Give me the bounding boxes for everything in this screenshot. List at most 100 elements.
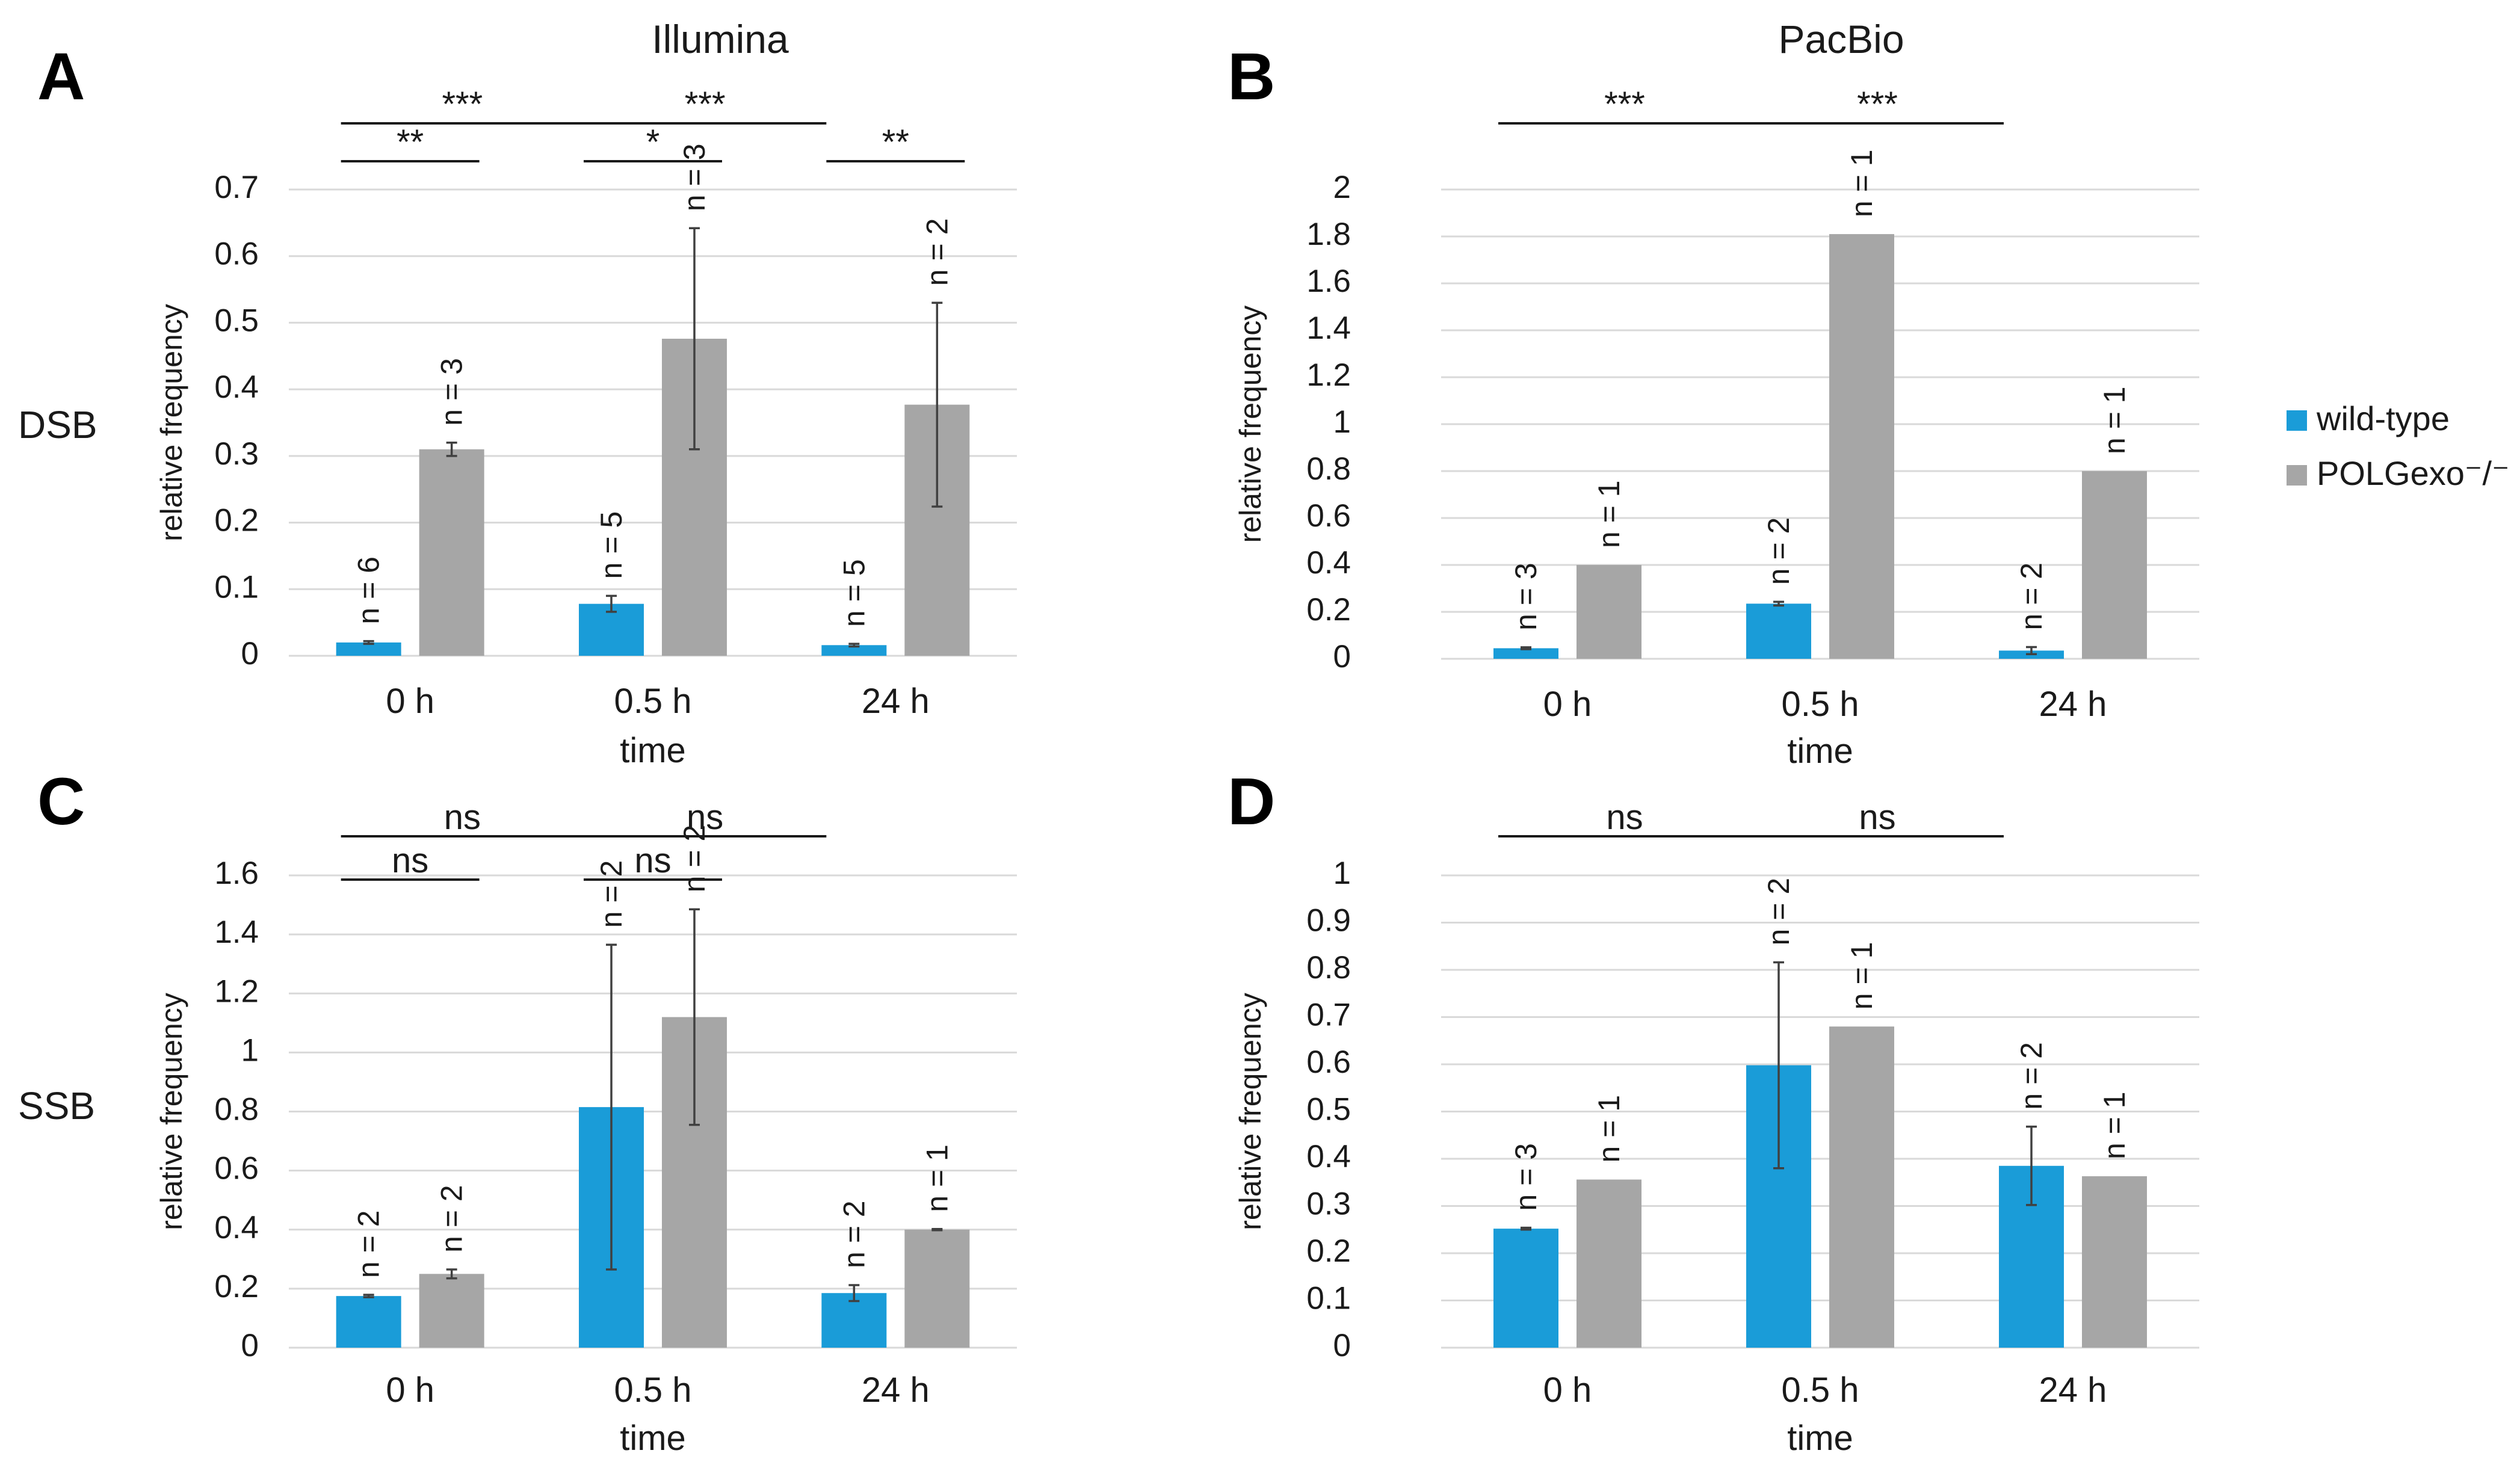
legend-swatch-polgexo xyxy=(2287,465,2307,486)
x-tick-label: 0.5 h xyxy=(1782,1371,1859,1410)
y-tick-label: 0.2 xyxy=(1306,592,1351,628)
significance-label: *** xyxy=(685,85,726,124)
y-tick-label: 0.2 xyxy=(214,1269,259,1304)
significance-label: ** xyxy=(882,123,909,162)
n-label-polgexo: n = 1 xyxy=(1845,149,1879,217)
n-label-polgexo: n = 1 xyxy=(2098,386,2131,454)
y-tick-label: 1.4 xyxy=(214,914,259,950)
y-tick-label: 0.8 xyxy=(214,1092,259,1127)
bar-polgexo xyxy=(904,1229,970,1348)
y-tick-label: 1.2 xyxy=(1306,357,1351,393)
n-label-wild-type: n = 2 xyxy=(352,1211,386,1278)
y-tick-label: 0 xyxy=(241,1328,259,1363)
panel-letter-a: A xyxy=(37,40,85,114)
y-tick-label: 0.3 xyxy=(1306,1186,1351,1222)
y-tick-label: 0.7 xyxy=(1306,998,1351,1033)
y-tick-label: 0.5 xyxy=(214,303,259,338)
bar-wild-type xyxy=(336,1296,401,1348)
bar-polgexo xyxy=(419,1274,484,1348)
chart-panel-b: 0 0.2 0.4 0.6 0.8 1 1.2 1.4 1.6 1.8 2 n = 3 n = 2 n =… xyxy=(1234,85,2199,771)
legend-label-wild-type: wild-type xyxy=(2316,399,2450,437)
column-title-illumina: Illumina xyxy=(652,17,789,61)
y-tick-label: 1.2 xyxy=(214,973,259,1009)
n-label-polgexo: n = 1 xyxy=(920,1144,954,1212)
n-label-polgexo: n = 1 xyxy=(1592,1095,1626,1163)
y-axis-label: relative frequency xyxy=(155,993,188,1230)
legend: wild-type POLGexo⁻/⁻ xyxy=(2287,399,2510,492)
y-tick-label: 0.1 xyxy=(214,569,259,605)
x-tick-label: 24 h xyxy=(2039,685,2107,724)
x-tick-label: 0 h xyxy=(386,682,434,721)
column-title-pacbio: PacBio xyxy=(1778,17,1904,61)
row-label-ssb: SSB xyxy=(18,1084,95,1127)
n-label-polgexo: n = 1 xyxy=(1592,480,1626,548)
significance-label: ns xyxy=(1606,798,1643,837)
significance-label: *** xyxy=(1857,85,1898,124)
y-tick-label: 0.1 xyxy=(1306,1281,1351,1316)
y-tick-label: 0.4 xyxy=(1306,545,1351,581)
x-axis-label: time xyxy=(620,1419,686,1458)
significance-label: *** xyxy=(1604,85,1645,124)
panel-letter-b: B xyxy=(1228,40,1275,114)
x-tick-label: 0 h xyxy=(1543,1371,1592,1410)
significance-label: *** xyxy=(442,85,483,124)
panel-letter-d: D xyxy=(1228,765,1275,839)
significance-label: ns xyxy=(1859,798,1895,837)
row-label-dsb: DSB xyxy=(18,403,97,446)
panel-letter-c: C xyxy=(37,765,85,839)
significance-label: ns xyxy=(687,798,723,837)
y-tick-label: 1.8 xyxy=(1306,217,1351,252)
n-label-wild-type: n = 3 xyxy=(1509,563,1543,631)
y-tick-label: 0.5 xyxy=(1306,1092,1351,1127)
n-label-wild-type: n = 5 xyxy=(837,559,871,627)
x-tick-label: 0 h xyxy=(386,1371,434,1410)
y-tick-label: 1.6 xyxy=(1306,264,1351,299)
bar-wild-type xyxy=(1493,648,1558,659)
y-tick-label: 1.4 xyxy=(1306,310,1351,346)
n-label-polgexo: n = 1 xyxy=(2098,1091,2131,1159)
y-tick-label: 0.4 xyxy=(1306,1139,1351,1174)
significance-label: ns xyxy=(634,841,671,880)
n-label-wild-type: n = 2 xyxy=(1762,517,1796,585)
n-label-wild-type: n = 2 xyxy=(1762,878,1796,946)
n-label-wild-type: n = 5 xyxy=(594,511,628,579)
bar-polgexo xyxy=(2082,1176,2147,1348)
y-tick-label: 1 xyxy=(241,1032,259,1068)
bar-wild-type xyxy=(336,642,401,656)
bar-polgexo xyxy=(419,449,484,656)
significance-label: ** xyxy=(397,123,424,162)
bar-polgexo xyxy=(1577,565,1641,659)
chart-panel-a: 0 0.1 0.2 0.3 0.4 0.5 0.6 0.7 n = 6 n = 5 n = 5 n =… xyxy=(155,85,1017,770)
n-label-polgexo: n = 1 xyxy=(1845,942,1879,1010)
y-axis-label: relative frequency xyxy=(155,304,188,541)
n-label-wild-type: n = 3 xyxy=(1509,1143,1543,1211)
bar-wild-type xyxy=(821,645,887,656)
y-tick-label: 0.4 xyxy=(214,1210,259,1245)
y-tick-label: 0.2 xyxy=(1306,1233,1351,1269)
y-tick-label: 1 xyxy=(1333,856,1351,891)
significance-label: * xyxy=(646,123,660,162)
y-tick-label: 0.4 xyxy=(214,369,259,405)
bar-polgexo xyxy=(1829,1026,1894,1348)
n-label-wild-type: n = 2 xyxy=(2015,1042,2048,1110)
y-axis-label: relative frequency xyxy=(1234,993,1267,1230)
y-tick-label: 0 xyxy=(1333,1328,1351,1363)
x-axis-label: time xyxy=(1787,1419,1853,1458)
y-tick-label: 0.6 xyxy=(1306,498,1351,534)
n-label-polgexo: n = 2 xyxy=(920,218,954,286)
x-axis-label: time xyxy=(620,731,686,770)
y-tick-label: 0 xyxy=(1333,639,1351,674)
x-tick-label: 0.5 h xyxy=(614,682,692,721)
y-tick-label: 0.3 xyxy=(214,436,259,472)
y-tick-label: 0.8 xyxy=(1306,950,1351,985)
y-tick-label: 0 xyxy=(241,636,259,671)
legend-swatch-wild-type xyxy=(2287,410,2307,431)
n-label-wild-type: n = 2 xyxy=(837,1200,871,1268)
chart-panel-c: 0 0.2 0.4 0.6 0.8 1 1.2 1.4 1.6 n = 2 n = 2 n = 2 n … xyxy=(155,798,1017,1458)
significance-label: ns xyxy=(392,841,428,880)
x-tick-label: 24 h xyxy=(862,682,930,721)
x-tick-label: 24 h xyxy=(2039,1371,2107,1410)
bar-wild-type xyxy=(821,1293,887,1348)
legend-label-polgexo: POLGexo⁻/⁻ xyxy=(2317,454,2510,492)
